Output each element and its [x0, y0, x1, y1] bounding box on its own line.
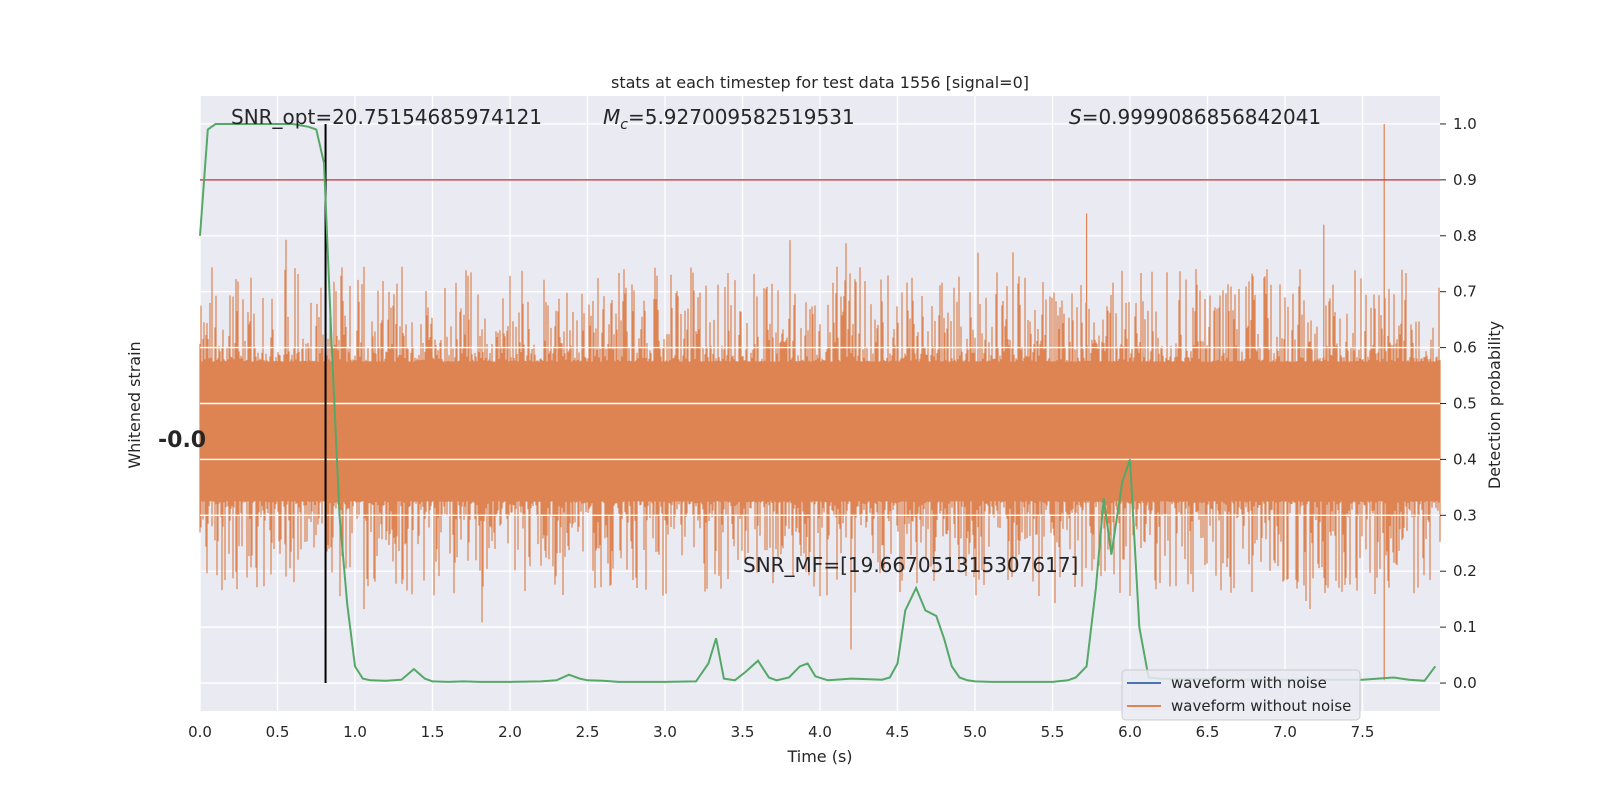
- y-axis-right-ticks: 0.0 0.1 0.2 0.3 0.4 0.5 0.6 0.7 0.8 0.9 1.0: [1440, 115, 1477, 692]
- x-tick-label-13: 6.5: [1196, 723, 1220, 741]
- x-tick-label-2: 1.0: [343, 723, 367, 741]
- x-axis-label: Time (s): [786, 747, 852, 766]
- legend-box: [1121, 669, 1361, 721]
- x-tick-label-8: 4.0: [808, 723, 832, 741]
- x-tick-label-0: 0.0: [188, 723, 212, 741]
- y-tick-label-0: 0.0: [1453, 674, 1477, 692]
- x-tick-label-9: 4.5: [886, 723, 910, 741]
- y-tick-label-6: 0.6: [1453, 339, 1477, 357]
- y-tick-label-5: 0.5: [1453, 395, 1477, 413]
- legend-label-without-noise: waveform without noise: [1171, 697, 1351, 715]
- x-tick-label-15: 7.5: [1351, 723, 1375, 741]
- x-tick-label-7: 3.5: [731, 723, 755, 741]
- y-tick-label-10: 1.0: [1453, 115, 1477, 133]
- x-tick-label-6: 3.0: [653, 723, 677, 741]
- x-tick-label-3: 1.5: [421, 723, 445, 741]
- legend: waveform with noise waveform without noi…: [1121, 669, 1361, 721]
- annotation-s-value: S=0.9999086856842041: [1069, 105, 1321, 129]
- left-axis-tick-glyph: -0.0: [158, 428, 206, 453]
- legend-label-with-noise: waveform with noise: [1171, 674, 1327, 692]
- x-tick-label-10: 5.0: [963, 723, 987, 741]
- series-waveform-without-noise: [199, 124, 1441, 681]
- y-tick-label-8: 0.8: [1453, 227, 1477, 245]
- y-tick-label-2: 0.2: [1453, 562, 1477, 580]
- y-tick-label-3: 0.3: [1453, 506, 1477, 524]
- chart-title: stats at each timestep for test data 155…: [611, 73, 1029, 92]
- x-tick-label-11: 5.5: [1041, 723, 1065, 741]
- overlay-grid-lines: [200, 346, 1440, 517]
- noise-waveform-core: [200, 372, 1440, 491]
- x-tick-label-4: 2.0: [498, 723, 522, 741]
- x-tick-label-5: 2.5: [576, 723, 600, 741]
- y-tick-label-1: 0.1: [1453, 618, 1477, 636]
- x-tick-label-12: 6.0: [1118, 723, 1142, 741]
- x-tick-label-14: 7.0: [1273, 723, 1297, 741]
- y-tick-label-9: 0.9: [1453, 171, 1477, 189]
- y-tick-label-7: 0.7: [1453, 283, 1477, 301]
- y-axis-right-label: Detection probability: [1485, 321, 1504, 489]
- x-tick-label-1: 0.5: [266, 723, 290, 741]
- y-axis-left-label: Whitened strain: [125, 341, 144, 468]
- x-axis-ticks: 0.0 0.5 1.0 1.5 2.0 2.5 3.0 3.5 4.0 4.5 5.0 5.5 6.0 6…: [188, 723, 1374, 741]
- annotation-snr-mf: SNR_MF=[19.667051315307617]: [743, 553, 1078, 577]
- annotation-snr-opt: SNR_opt=20.75154685974121: [231, 105, 542, 129]
- series-detection-probability: [199, 123, 1437, 683]
- annotation-chirp-mass: Mc=5.927009582519531: [603, 105, 855, 133]
- y-tick-label-4: 0.4: [1453, 450, 1477, 468]
